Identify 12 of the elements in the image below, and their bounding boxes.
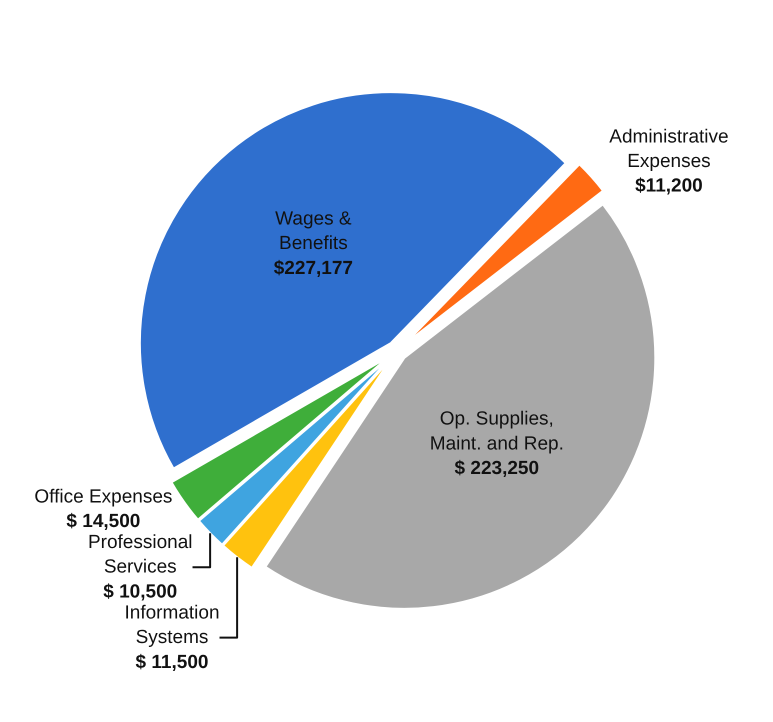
data-label: $ 223,250 — [454, 458, 540, 480]
slice-label: Administrative Expenses — [609, 126, 729, 172]
slice-label: Information Systems — [124, 602, 220, 648]
slice-label: Wages & Benefits — [275, 208, 352, 254]
data-label: $ 10,500 — [103, 581, 178, 602]
data-label: $ 11,500 — [136, 652, 208, 673]
data-label: $ 14,500 — [66, 511, 140, 532]
slice-label: Office Expenses — [34, 486, 172, 508]
slice-label: Professional Services — [88, 532, 193, 578]
data-label: $227,177 — [274, 258, 353, 279]
slice-label: Op. Supplies, Maint. and Rep. — [430, 408, 564, 454]
data-label: $11,200 — [635, 176, 703, 197]
